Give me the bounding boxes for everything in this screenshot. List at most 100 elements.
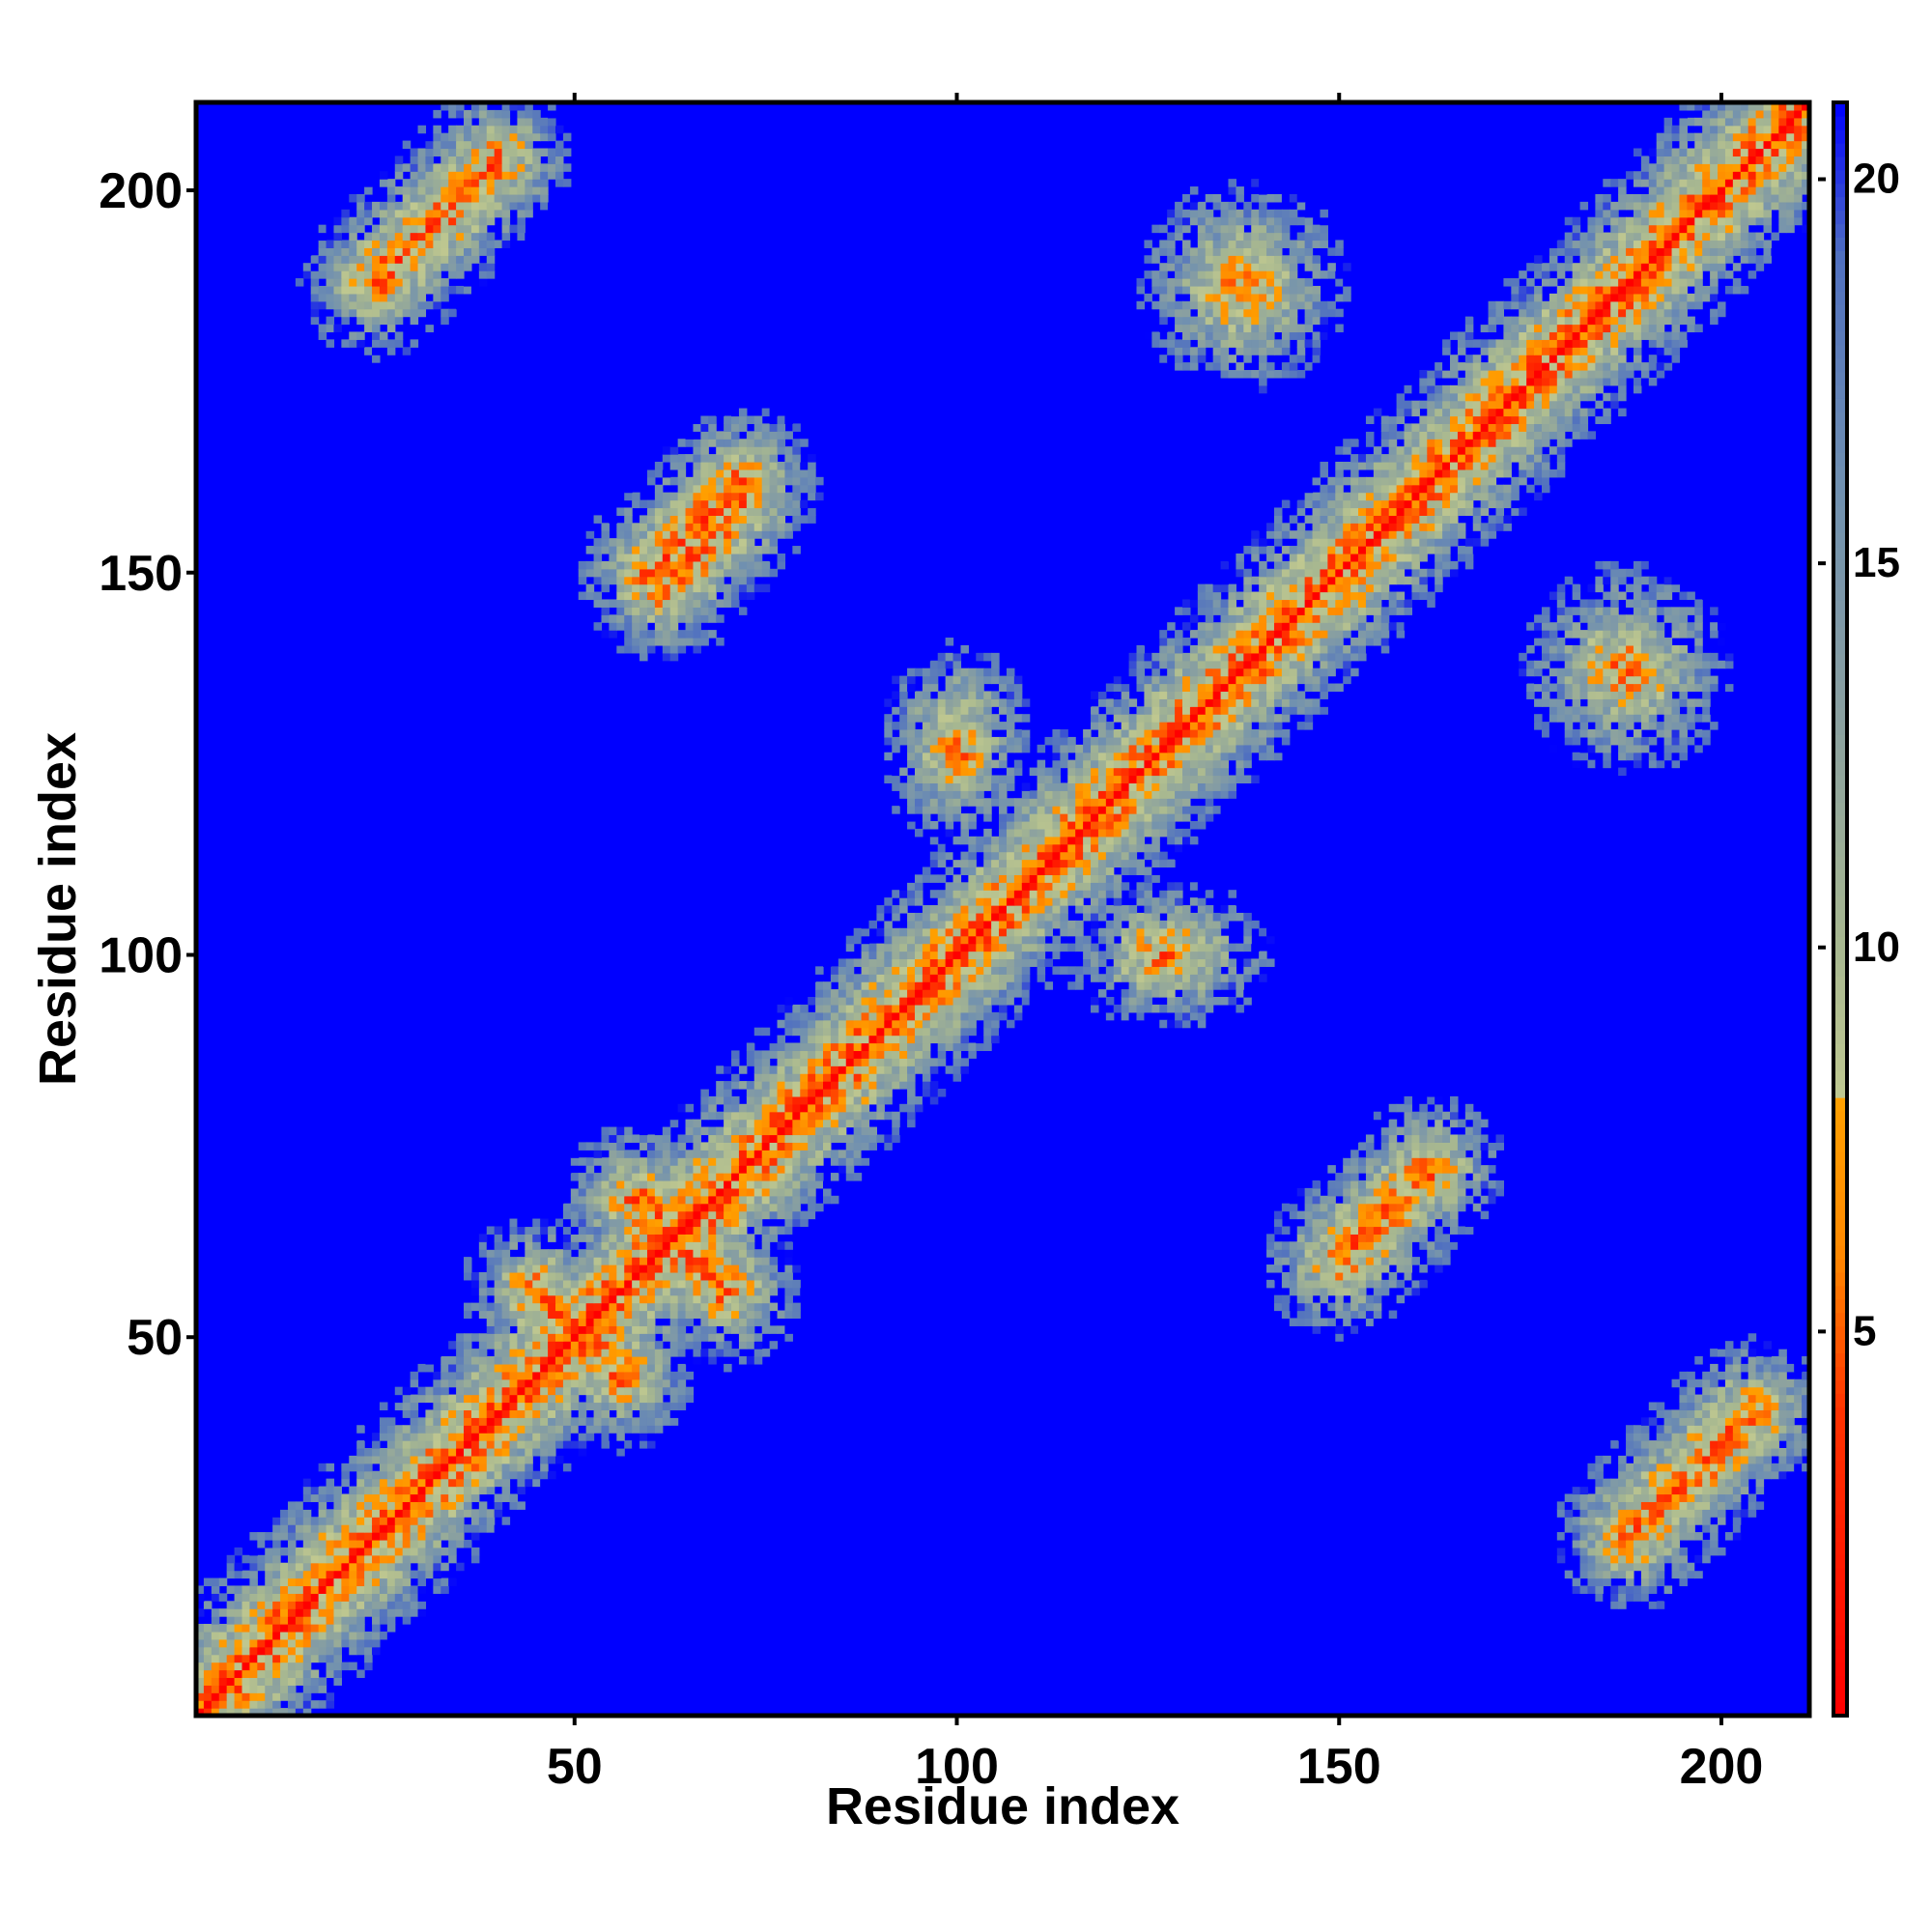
heatmap-cell	[914, 1019, 923, 1029]
heatmap-cell	[326, 1577, 335, 1587]
heatmap-cell	[1763, 1417, 1773, 1426]
heatmap-cell	[1121, 882, 1130, 891]
heatmap-cell	[639, 1417, 648, 1426]
heatmap-cell	[1304, 1234, 1314, 1242]
heatmap-cell	[578, 1310, 587, 1320]
heatmap-cell	[830, 1004, 839, 1013]
heatmap-cell	[1044, 943, 1054, 952]
heatmap-cell	[578, 1363, 587, 1373]
heatmap-cell	[417, 1447, 427, 1457]
heatmap-cell	[784, 1257, 793, 1265]
heatmap-cell	[402, 1616, 412, 1625]
heatmap-cell	[616, 1179, 625, 1189]
heatmap-cell	[356, 1532, 365, 1541]
heatmap-cell	[662, 1142, 671, 1151]
heatmap-cell	[1091, 905, 1099, 914]
heatmap-cell	[876, 1081, 885, 1090]
heatmap-cell	[1296, 1234, 1306, 1242]
heatmap-cell	[1037, 958, 1046, 967]
heatmap-cell	[1296, 1226, 1306, 1235]
heatmap-cell	[1365, 1310, 1375, 1320]
heatmap-cell	[562, 1402, 572, 1411]
heatmap-cell	[585, 1271, 595, 1281]
heatmap-cell	[662, 1195, 671, 1205]
heatmap-cell	[685, 1341, 695, 1350]
heatmap-cell	[517, 1440, 526, 1449]
heatmap-cell	[1640, 1417, 1650, 1426]
heatmap-cell	[654, 1386, 664, 1396]
heatmap-cell	[1167, 912, 1176, 922]
heatmap-cell	[937, 966, 947, 975]
heatmap-cell	[478, 1486, 488, 1495]
heatmap-cell	[386, 1608, 396, 1617]
heatmap-cell	[1618, 1601, 1627, 1609]
heatmap-cell	[1778, 1356, 1787, 1365]
heatmap-cell	[1052, 897, 1061, 906]
heatmap-cell	[838, 981, 847, 990]
heatmap-cell	[494, 1249, 503, 1258]
heatmap-cell	[1052, 843, 1061, 853]
heatmap-cell	[295, 1638, 304, 1648]
heatmap-cell	[379, 1402, 388, 1411]
heatmap-cell	[976, 836, 984, 845]
heatmap-cell	[738, 1226, 748, 1235]
heatmap-cell	[616, 1203, 625, 1212]
heatmap-cell	[1435, 1142, 1443, 1151]
heatmap-cell	[1091, 920, 1099, 929]
heatmap-cell	[677, 1318, 687, 1326]
heatmap-cell	[777, 1035, 786, 1044]
heatmap-cell	[509, 1417, 519, 1426]
heatmap-cell	[845, 935, 855, 945]
heatmap-cell	[1656, 1478, 1665, 1488]
heatmap-cell	[1052, 851, 1061, 861]
heatmap-cell	[1633, 1425, 1642, 1434]
heatmap-cell	[1457, 1150, 1466, 1158]
heatmap-cell	[1710, 1509, 1719, 1518]
heatmap-cell	[554, 1257, 564, 1265]
heatmap-cell	[960, 859, 969, 868]
heatmap-cell	[1763, 1470, 1773, 1480]
heatmap-cell	[1365, 1210, 1375, 1220]
heatmap-cell	[731, 1050, 740, 1059]
heatmap-cell	[509, 1349, 519, 1357]
heatmap-cell	[1411, 1157, 1420, 1166]
heatmap-cell	[662, 1173, 671, 1181]
heatmap-cell	[1296, 1310, 1306, 1320]
heatmap-cell	[1266, 1249, 1275, 1258]
heatmap-cell	[983, 859, 992, 868]
heatmap-cell	[433, 1349, 441, 1357]
heatmap-cell	[753, 1318, 763, 1326]
heatmap-cell	[509, 1493, 519, 1502]
heatmap-cell	[333, 1501, 342, 1510]
heatmap-cell	[753, 1341, 763, 1350]
heatmap-cell	[1144, 912, 1152, 922]
heatmap-cell	[464, 1271, 472, 1281]
heatmap-cell	[753, 1126, 763, 1136]
heatmap-cell	[815, 1142, 824, 1151]
heatmap-cell	[402, 1547, 412, 1556]
heatmap-cell	[1067, 828, 1076, 838]
heatmap-cell	[578, 1371, 587, 1380]
heatmap-cell	[646, 1210, 656, 1220]
heatmap-cell	[685, 1126, 695, 1136]
heatmap-cell	[677, 1257, 687, 1265]
heatmap-cell	[746, 1310, 755, 1320]
heatmap-cell	[1327, 1195, 1336, 1205]
heatmap-cell	[326, 1608, 335, 1617]
heatmap-cell	[1105, 905, 1115, 914]
heatmap-cell	[1718, 1447, 1726, 1457]
heatmap-cell	[410, 1440, 419, 1449]
heatmap-cell	[1648, 1554, 1658, 1564]
heatmap-cell	[1457, 1119, 1466, 1128]
heatmap-cell	[1365, 1279, 1375, 1289]
heatmap-cell	[1289, 1195, 1298, 1205]
heatmap-cell	[470, 1249, 480, 1258]
heatmap-cell	[976, 1004, 984, 1013]
heatmap-cell	[578, 1318, 587, 1326]
heatmap-cell	[1732, 1455, 1742, 1464]
heatmap-cell	[868, 1065, 877, 1074]
heatmap-cell	[1327, 1241, 1336, 1250]
heatmap-cell	[417, 1601, 427, 1609]
heatmap-cell	[448, 1486, 457, 1495]
heatmap-cell	[1167, 935, 1176, 945]
